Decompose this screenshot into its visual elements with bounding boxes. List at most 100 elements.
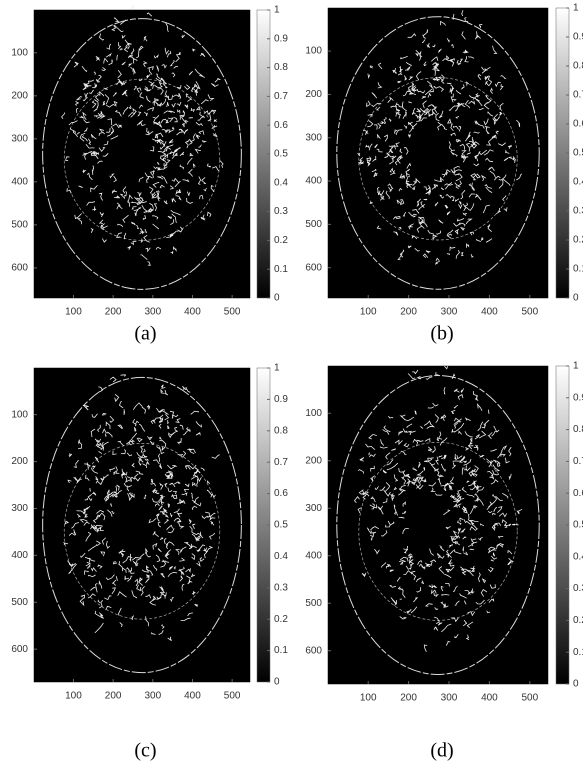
edge-outline — [42, 18, 242, 290]
colorbar-tick-label: 0.5 — [573, 148, 583, 159]
edge-inner — [358, 441, 518, 621]
image — [34, 368, 250, 682]
caption: (a) — [134, 323, 156, 345]
y-tick-label: 200 — [305, 455, 322, 466]
colorbar-tick-label: 0.1 — [573, 264, 583, 275]
y-tick-label: 400 — [305, 550, 322, 561]
colorbar-tick-label: 0.1 — [274, 645, 288, 656]
axes-frame — [327, 7, 549, 299]
x-tick-label: 100 — [65, 307, 82, 318]
y-tick-label: 100 — [305, 46, 322, 57]
colorbar-tick-label: 0.7 — [274, 457, 288, 468]
colorbar-tick-label: 0.3 — [274, 582, 288, 593]
colorbar-tick-label: 0 — [274, 293, 280, 304]
y-tick-label: 500 — [11, 220, 28, 231]
colorbar-tick-label: 0.5 — [274, 520, 288, 531]
y-tick-label: 500 — [305, 598, 322, 609]
edge-outline — [336, 16, 540, 290]
edge-pixels — [357, 10, 523, 265]
colorbar-tick-label: 0.7 — [573, 90, 583, 101]
x-tick-label: 200 — [400, 693, 417, 704]
x-tick-label: 300 — [144, 307, 161, 318]
colorbar-tick-label: 0.7 — [274, 91, 288, 102]
y-tick-label: 600 — [305, 645, 322, 656]
x-tick-label: 200 — [105, 691, 122, 702]
edge-pixels — [62, 374, 220, 642]
x-tick-label: 400 — [184, 307, 201, 318]
colorbar-tick-label: 0.3 — [274, 206, 288, 217]
colorbar-tick-label: 1 — [274, 5, 280, 16]
colorbar-tick-label: 0.9 — [274, 394, 288, 405]
y-tick-label: 200 — [11, 456, 28, 467]
caption: (b) — [430, 323, 453, 345]
colorbar-tick-label: 0.3 — [573, 583, 583, 594]
x-tick-label: 100 — [65, 691, 82, 702]
colorbar-tick-label: 0.1 — [274, 264, 288, 275]
colorbar-tick-label: 0.4 — [573, 177, 583, 188]
axes-frame — [327, 365, 549, 685]
colorbar-tick-label: 1 — [274, 363, 280, 374]
colorbar-tick-label: 0.8 — [573, 424, 583, 435]
colorbar-tick-label: 0.4 — [573, 551, 583, 562]
colorbar-tick-label: 0.6 — [573, 488, 583, 499]
colorbar-tick-label: 0.7 — [573, 456, 583, 467]
x-tick-label: 200 — [105, 307, 122, 318]
x-tick-label: 100 — [360, 307, 377, 318]
y-tick-label: 300 — [305, 132, 322, 143]
y-tick-label: 500 — [11, 597, 28, 608]
x-tick-label: 200 — [400, 307, 417, 318]
colorbar-tick-label: 0.8 — [573, 61, 583, 72]
x-tick-label: 300 — [441, 307, 458, 318]
colorbar-tick-label: 0 — [274, 677, 280, 688]
y-tick-label: 600 — [11, 644, 28, 655]
y-tick-label: 600 — [305, 262, 322, 273]
x-tick-label: 100 — [360, 693, 377, 704]
y-tick-label: 600 — [11, 263, 28, 274]
y-tick-label: 400 — [11, 550, 28, 561]
y-tick-label: 400 — [11, 176, 28, 187]
colorbar-tick-label: 0 — [573, 679, 579, 690]
colorbar-tick-label: 0.9 — [573, 32, 583, 43]
y-tick-label: 100 — [305, 408, 322, 419]
colorbar-tick-label: 0.6 — [274, 120, 288, 131]
x-tick-label: 500 — [224, 691, 241, 702]
colorbar-tick-label: 0.2 — [274, 235, 288, 246]
y-tick-label: 100 — [11, 409, 28, 420]
edge-inner — [63, 443, 221, 620]
image — [328, 366, 548, 684]
colorbar-tick-label: 0.4 — [274, 551, 288, 562]
x-tick-label: 500 — [224, 307, 241, 318]
y-tick-label: 400 — [305, 176, 322, 187]
caption: (d) — [430, 740, 453, 762]
edge-pixels — [61, 5, 224, 266]
colorbar-tick-label: 0.5 — [573, 520, 583, 531]
colorbar-tick-label: 0.6 — [274, 488, 288, 499]
axes-frame — [33, 367, 251, 683]
colorbar-tick-label: 0.5 — [274, 149, 288, 160]
colorbar-tick-label: 0 — [573, 293, 579, 304]
edge-inner — [358, 77, 518, 241]
colorbar-tick-label: 0.2 — [573, 235, 583, 246]
y-tick-label: 500 — [305, 219, 322, 230]
edge-pixels — [353, 362, 523, 652]
x-tick-label: 500 — [521, 307, 538, 318]
colorbar-tick-label: 0.2 — [274, 614, 288, 625]
colorbar-tick-label: 0.9 — [274, 33, 288, 44]
y-tick-label: 200 — [11, 90, 28, 101]
y-tick-label: 300 — [11, 503, 28, 514]
colorbar-tick-label: 0.9 — [573, 392, 583, 403]
colorbar-tick-label: 0.2 — [573, 615, 583, 626]
colorbar-tick-label: 1 — [573, 361, 579, 372]
image — [328, 8, 548, 298]
x-tick-label: 400 — [481, 693, 498, 704]
y-tick-label: 300 — [11, 133, 28, 144]
colorbar-tick-label: 0.6 — [573, 119, 583, 130]
colorbar-tick-label: 0.8 — [274, 62, 288, 73]
colorbar-tick-label: 0.3 — [573, 206, 583, 217]
x-tick-label: 400 — [184, 691, 201, 702]
colorbar-tick-label: 0.4 — [274, 177, 288, 188]
colorbar-tick-label: 0.1 — [573, 647, 583, 658]
edge-outline — [42, 376, 242, 674]
colorbar-tick-label: 0.8 — [274, 425, 288, 436]
